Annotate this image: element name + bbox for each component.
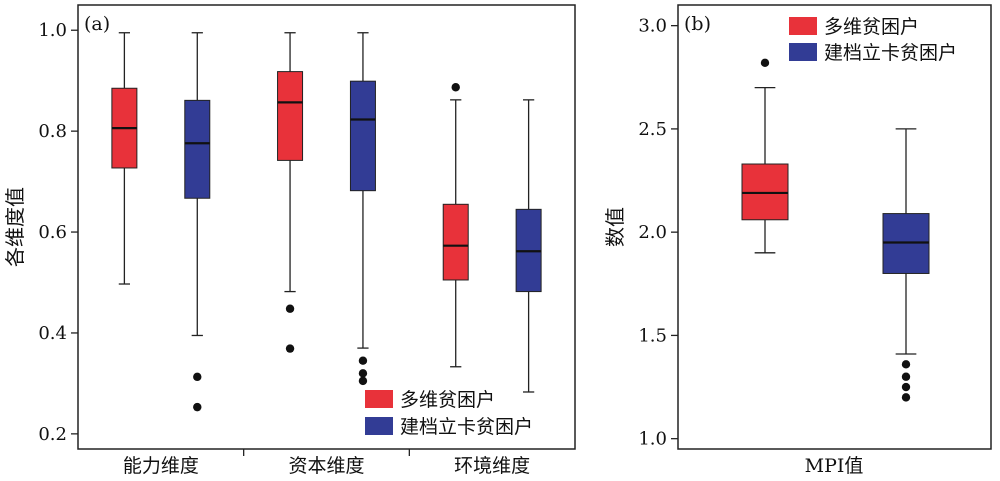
- legend-a-label-multi: 多维贫困户: [400, 389, 495, 411]
- panel-a-boxes: [111, 32, 542, 412]
- panel-a-y-tick-label-3: 0.8: [38, 121, 67, 142]
- panel-a-filed-1-outlier-2: [358, 376, 368, 386]
- panel-b-boxes: [741, 58, 930, 402]
- panel-b-legend: 多维贫困户 建档立卡贫困户: [789, 16, 957, 64]
- panel-b-y-axis: 1.0 1.5 2.0 2.5 3.0: [638, 16, 678, 450]
- panel-b-filed-outlier-3: [901, 393, 911, 402]
- panel-a-x-tick-label-1: 资本维度: [288, 455, 364, 477]
- panel-a-filed-0-outlier-1: [193, 402, 202, 412]
- panel-a-y-tick-label-1: 0.4: [38, 323, 67, 344]
- panel-a-x-tick-label-0: 能力维度: [123, 455, 199, 477]
- panel-a-filed-0-box: [184, 99, 211, 199]
- panel-b-filed-outlier-1: [901, 372, 911, 381]
- panel-a-multi-1-outlier-0: [285, 304, 295, 313]
- panel-a-multi-1-outlier-1: [285, 344, 295, 353]
- legend-a-label-filed: 建档立卡贫困户: [400, 416, 533, 438]
- legend-b-label-filed: 建档立卡贫困户: [824, 42, 957, 64]
- panel-b-label: (b): [684, 13, 711, 35]
- panel-a-label: (a): [84, 13, 110, 35]
- legend-a-swatch-filed: [365, 417, 393, 435]
- legend-b-label-multi: 多维贫困户: [824, 16, 919, 38]
- panel-b-ylabel: 数值: [603, 207, 627, 247]
- panel-a-filed-1-outlier-0: [358, 356, 368, 365]
- panel-a-x-tick-label-2: 环境维度: [454, 455, 530, 477]
- panel-b-filed-outlier-2: [901, 382, 911, 392]
- panel-a-filed-1-outlier-1: [358, 369, 368, 378]
- panel-a-multi-2-box: [442, 203, 469, 281]
- panel-a: (a) 各维度值 0.2 0.4 0.6 0.8 1.0 能力维度 资本维度 环境维度 多维…: [3, 4, 576, 477]
- panel-a-x-axis: 能力维度 资本维度 环境维度: [123, 449, 530, 477]
- panel-b-y-tick-label-1: 1.5: [638, 325, 667, 346]
- panel-b: (b) 数值 MPI值 1.0 1.5 2.0 2.5 3.0 多维贫困户 建档立卡贫困…: [603, 4, 992, 477]
- panel-b-y-tick-label-3: 2.5: [638, 119, 667, 140]
- panel-b-y-tick-label-4: 3.0: [638, 16, 667, 37]
- panel-b-y-tick-label-2: 2.0: [638, 222, 667, 243]
- panel-a-y-axis: 0.2 0.4 0.6 0.8 1.0: [38, 20, 78, 445]
- panel-a-y-tick-label-4: 1.0: [38, 20, 67, 41]
- panel-a-frame: [77, 4, 576, 450]
- panel-b-y-tick-label-0: 1.0: [638, 429, 667, 450]
- legend-a-swatch-multi: [365, 390, 393, 408]
- panel-a-multi-2-outlier-0: [451, 83, 460, 92]
- panel-a-y-tick-label-2: 0.6: [38, 222, 67, 243]
- panel-a-legend: 多维贫困户 建档立卡贫困户: [365, 389, 533, 438]
- panel-b-filed-outlier-0: [901, 360, 911, 369]
- legend-b-swatch-filed: [789, 43, 817, 61]
- panel-a-filed-0-outlier-0: [193, 372, 202, 382]
- panel-a-ylabel: 各维度值: [3, 187, 27, 267]
- panel-a-multi-1-box: [277, 71, 304, 161]
- panel-a-y-tick-label-0: 0.2: [38, 424, 67, 445]
- panel-b-frame: [677, 4, 992, 450]
- legend-b-swatch-multi: [789, 17, 817, 35]
- panel-b-xlabel: MPI值: [805, 455, 864, 477]
- panel-a-filed-1-box: [349, 80, 376, 192]
- panel-b-multi-outlier-0: [760, 58, 770, 68]
